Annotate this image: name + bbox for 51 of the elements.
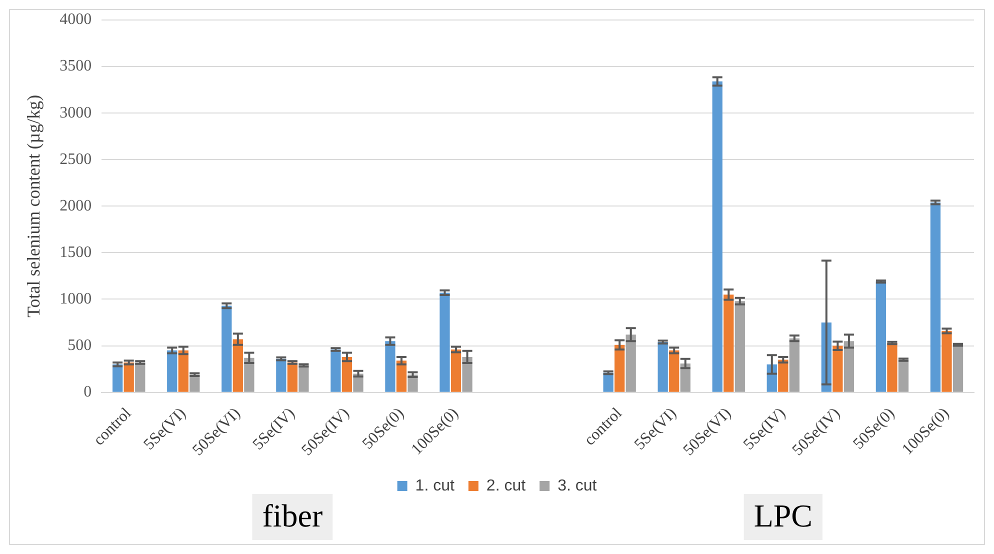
bar: [396, 360, 407, 392]
y-tick-label: 2500: [60, 150, 92, 168]
y-tick-label: 1500: [60, 244, 92, 261]
bar: [178, 350, 188, 392]
bar: [930, 202, 941, 392]
bar: [680, 363, 690, 392]
bar: [712, 81, 722, 392]
bar: [844, 341, 854, 392]
bar: [462, 356, 472, 392]
bar: [626, 334, 636, 392]
bar: [124, 362, 134, 392]
bar: [167, 350, 178, 392]
bar: [778, 360, 788, 392]
y-tick-label: 500: [68, 336, 92, 354]
bar: [832, 346, 843, 392]
bar: [898, 360, 909, 392]
bar: [724, 294, 734, 392]
bar: [330, 350, 341, 392]
legend-label: 1. cut: [415, 477, 455, 494]
bar: [385, 341, 396, 392]
y-tick-label: 4000: [60, 11, 92, 28]
bar: [287, 362, 298, 392]
legend-label: 3. cut: [558, 477, 598, 494]
bar: [952, 344, 964, 392]
bar: [942, 330, 952, 392]
bar: [669, 350, 680, 392]
y-tick-label: 2000: [60, 197, 92, 214]
bar: [342, 356, 352, 392]
bar: [734, 301, 745, 392]
y-tick-label: 3000: [60, 104, 92, 122]
y-tick-label: 0: [84, 384, 92, 401]
bar: [614, 344, 625, 392]
bar: [222, 306, 232, 392]
text: LPC: [754, 497, 813, 534]
bar: [789, 338, 800, 392]
text: fiber: [262, 497, 323, 534]
bar: [440, 292, 450, 392]
bar: [135, 362, 146, 392]
bar: [658, 342, 668, 392]
y-axis-title: Total selenium content (µg/kg): [24, 94, 44, 318]
bar: [232, 339, 243, 392]
y-tick-label: 1000: [60, 290, 92, 308]
bar: [887, 342, 898, 392]
bar: [876, 282, 886, 392]
legend-label: 2. cut: [486, 477, 526, 494]
bar: [450, 350, 462, 392]
y-tick-label: 3500: [60, 58, 92, 75]
bar: [112, 364, 123, 392]
bar: [298, 365, 309, 392]
bar: [244, 358, 254, 392]
bar: [276, 358, 286, 392]
